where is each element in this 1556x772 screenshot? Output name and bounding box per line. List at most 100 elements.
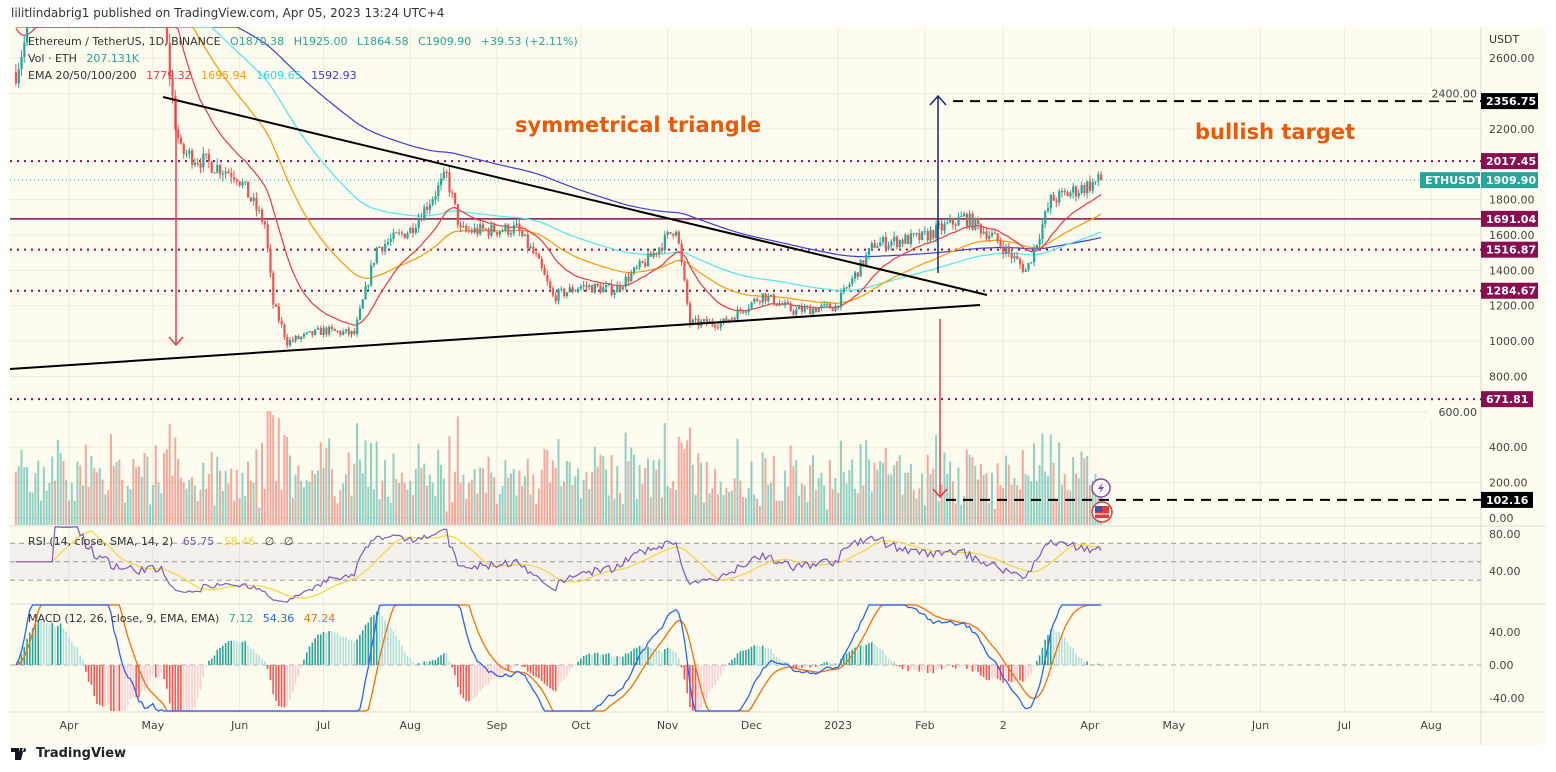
- candle: [588, 285, 591, 288]
- candle: [330, 326, 334, 329]
- macd-histogram-bar: [345, 637, 347, 665]
- candle: [582, 285, 585, 287]
- triangle-lower-trendline[interactable]: [10, 304, 981, 370]
- candle: [619, 284, 622, 290]
- macd-histogram-bar: [65, 631, 68, 665]
- candle: [1072, 186, 1075, 193]
- candle: [537, 253, 541, 259]
- measure-arrow-down-right[interactable]: [932, 319, 948, 499]
- macd-histogram-bar: [1077, 657, 1080, 665]
- volume-bar: [756, 498, 759, 525]
- symbol-title[interactable]: Ethereum / TetherUS, 1D, BINANCE: [28, 35, 221, 48]
- candle: [593, 283, 597, 293]
- candle: [1049, 194, 1052, 209]
- candle: [1094, 181, 1097, 183]
- volume-bar: [104, 494, 107, 525]
- volume-bar: [837, 492, 840, 525]
- volume-bar: [151, 484, 154, 525]
- macd-histogram-bar: [59, 623, 62, 665]
- events[interactable]: [1091, 478, 1113, 523]
- tradingview-brand[interactable]: TradingView: [36, 746, 127, 761]
- volume-bar: [269, 411, 272, 525]
- candle: [663, 234, 666, 251]
- volume-bar: [1060, 484, 1063, 525]
- price-level-badge: [1481, 241, 1538, 258]
- volume-label[interactable]: Vol · ETH: [28, 52, 77, 65]
- ema20-line[interactable]: [15, 27, 1102, 326]
- macd-histogram-bar: [143, 665, 146, 692]
- candle: [702, 319, 706, 322]
- annotation-symmetrical-triangle[interactable]: symmetrical triangle: [515, 113, 762, 137]
- ema100-line[interactable]: [15, 27, 1102, 292]
- macd-histogram-bar: [454, 665, 456, 676]
- ohlc-low: L1864.58: [356, 35, 409, 48]
- candle: [274, 304, 278, 307]
- macd-histogram-bar: [392, 631, 395, 665]
- volume-bar: [772, 456, 775, 525]
- macd-histogram-bar: [166, 665, 168, 689]
- volume-bar: [915, 498, 918, 525]
- candle: [266, 224, 269, 249]
- macd-histogram-bar: [717, 665, 719, 681]
- volume-bar: [1046, 476, 1049, 525]
- volume-bar: [255, 449, 258, 525]
- candle: [123, 27, 127, 28]
- candle: [923, 231, 927, 233]
- volume-bar: [730, 490, 733, 525]
- volume-bar: [904, 472, 907, 525]
- volume-bar: [62, 461, 65, 525]
- candle: [691, 319, 694, 325]
- candle: [507, 224, 510, 235]
- macd-histogram-bar: [412, 661, 414, 665]
- annotation-bullish-target[interactable]: bullish target: [1195, 120, 1356, 144]
- candle: [129, 27, 132, 28]
- volume-bar: [109, 434, 112, 525]
- price-tick: 1200.00: [1489, 300, 1535, 313]
- candle: [532, 246, 535, 254]
- candle: [968, 213, 971, 227]
- macd-histogram-bar: [20, 654, 23, 665]
- volume-bar: [1021, 450, 1024, 525]
- candle: [716, 327, 720, 329]
- measure-arrow-down-left[interactable]: [168, 100, 184, 347]
- macd-histogram-bar: [339, 635, 342, 665]
- macd-histogram-bar: [915, 665, 918, 670]
- candle: [867, 248, 871, 255]
- price-tick-background: [1429, 404, 1479, 419]
- volume-bar: [1052, 462, 1055, 525]
- macd-line[interactable]: [15, 604, 1102, 712]
- chart-frame[interactable]: USDT 2600.00 2400.00 2200.00 1800.00 1600.00 1…: [10, 27, 1546, 745]
- volume-bar: [993, 508, 996, 525]
- volume-bar: [199, 489, 202, 525]
- macd-histogram-bar: [191, 665, 193, 711]
- target-arrow-up[interactable]: [929, 94, 947, 273]
- candle: [1044, 211, 1047, 225]
- macd-histogram-bar: [686, 665, 688, 694]
- rsi-label[interactable]: RSI (14, close, SMA, 14, 2): [28, 535, 174, 548]
- macd-histogram-bar: [798, 665, 800, 668]
- macd-histogram-bar: [823, 662, 825, 665]
- macd-histogram-bar: [733, 657, 736, 665]
- ema200-line[interactable]: [15, 27, 1102, 258]
- candle: [842, 288, 845, 293]
- volume-bar: [350, 495, 353, 525]
- macd-histogram-bar: [286, 665, 288, 707]
- volume-bar: [963, 495, 966, 525]
- legend-rsi: RSI (14, close, SMA, 14, 2) 65.75 58.46 …: [28, 535, 299, 548]
- candle: [126, 27, 129, 28]
- candle: [971, 213, 974, 230]
- chart-canvas[interactable]: USDT2600.002400.002200.001800.001600.001…: [10, 27, 1546, 745]
- macd-histogram-bar: [952, 665, 954, 668]
- volume-bar: [979, 463, 982, 525]
- ema-label[interactable]: EMA 20/50/100/200: [28, 69, 137, 82]
- volume-bar: [487, 456, 490, 525]
- rsi-sma-line[interactable]: [15, 530, 1102, 599]
- volume-bar: [870, 491, 873, 525]
- ema50-line[interactable]: [15, 27, 1102, 304]
- macd-label[interactable]: MACD (12, 26, close, 9, EMA, EMA): [28, 612, 220, 625]
- triangle-upper-trendline[interactable]: [162, 96, 988, 296]
- candle: [400, 232, 404, 234]
- rsi-line[interactable]: [15, 526, 1102, 603]
- candle: [350, 330, 353, 335]
- macd-histogram-bar: [563, 665, 565, 680]
